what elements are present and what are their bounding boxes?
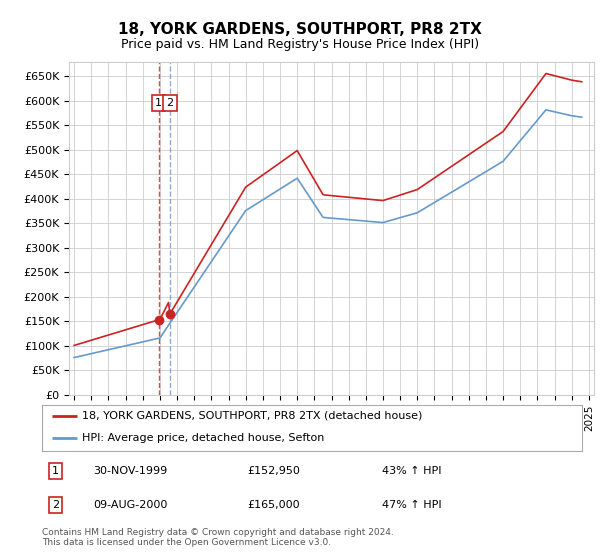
Text: 43% ↑ HPI: 43% ↑ HPI <box>382 466 442 476</box>
Text: Contains HM Land Registry data © Crown copyright and database right 2024.
This d: Contains HM Land Registry data © Crown c… <box>42 528 394 547</box>
Text: Price paid vs. HM Land Registry's House Price Index (HPI): Price paid vs. HM Land Registry's House … <box>121 38 479 50</box>
Text: £165,000: £165,000 <box>247 500 300 510</box>
Text: 2: 2 <box>166 98 173 108</box>
Text: HPI: Average price, detached house, Sefton: HPI: Average price, detached house, Seft… <box>83 433 325 444</box>
Text: 18, YORK GARDENS, SOUTHPORT, PR8 2TX (detached house): 18, YORK GARDENS, SOUTHPORT, PR8 2TX (de… <box>83 411 423 421</box>
Text: 1: 1 <box>52 466 59 476</box>
Text: 2: 2 <box>52 500 59 510</box>
Text: 09-AUG-2000: 09-AUG-2000 <box>94 500 167 510</box>
Text: £152,950: £152,950 <box>247 466 300 476</box>
Text: 30-NOV-1999: 30-NOV-1999 <box>94 466 167 476</box>
Text: 47% ↑ HPI: 47% ↑ HPI <box>382 500 442 510</box>
Text: 1: 1 <box>155 98 162 108</box>
Text: 18, YORK GARDENS, SOUTHPORT, PR8 2TX: 18, YORK GARDENS, SOUTHPORT, PR8 2TX <box>118 22 482 38</box>
